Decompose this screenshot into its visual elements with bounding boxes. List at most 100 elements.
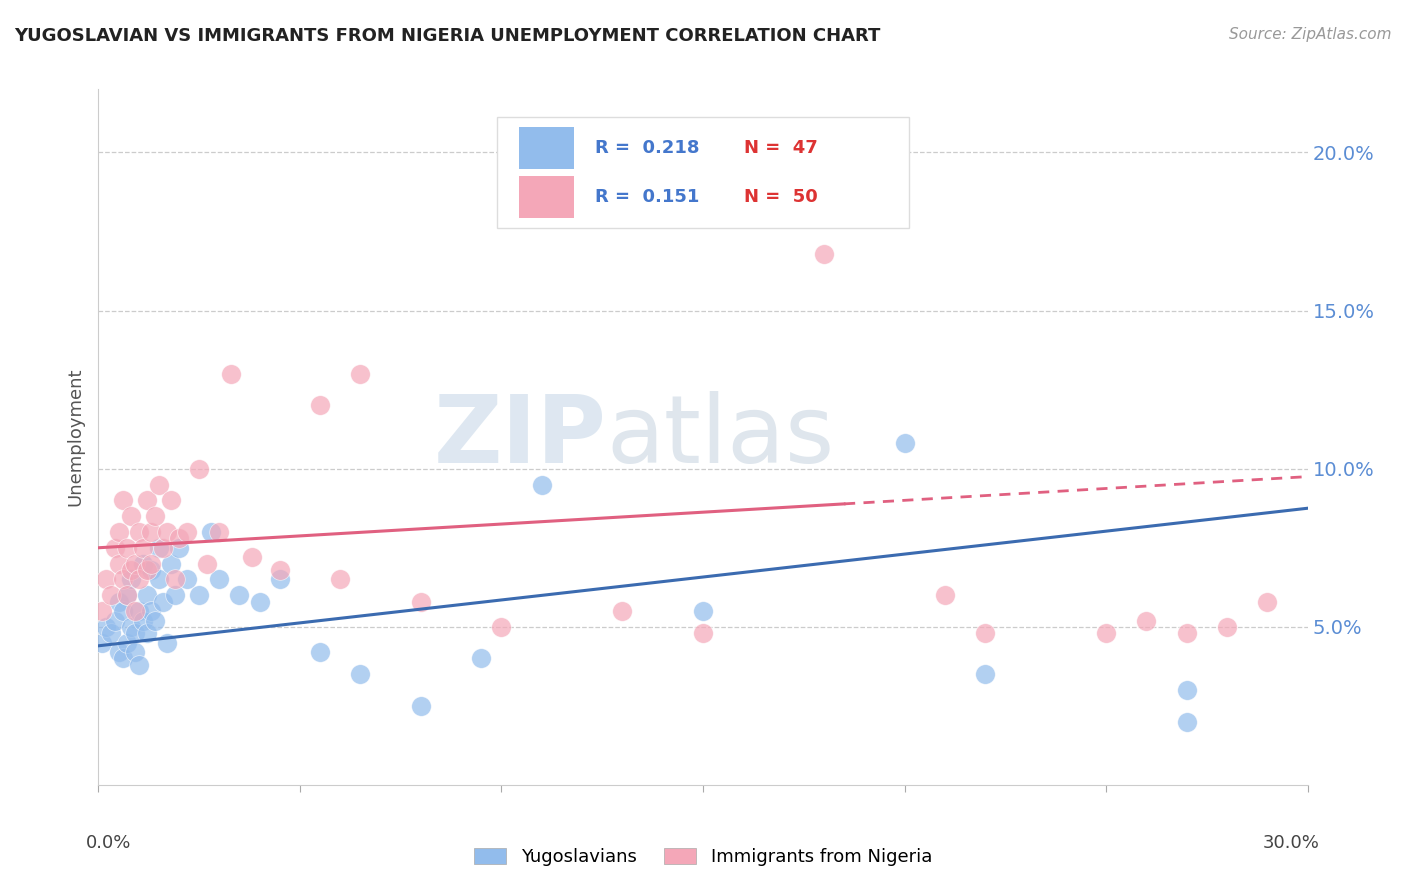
Point [100, 626, 122, 640]
Point [934, 588, 956, 602]
Point [139, 604, 162, 618]
Point [176, 573, 198, 587]
Point [813, 246, 835, 260]
Point [135, 563, 157, 577]
Point [188, 461, 211, 475]
Point [120, 573, 142, 587]
Point [1175, 626, 1198, 640]
Point [132, 541, 155, 555]
Point [107, 594, 129, 608]
Y-axis label: Unemployment: Unemployment [66, 368, 84, 507]
Point [409, 698, 432, 713]
Point [160, 493, 183, 508]
Point [107, 557, 129, 571]
Point [208, 573, 231, 587]
Point [148, 573, 170, 587]
Text: atlas: atlas [606, 391, 835, 483]
Point [1095, 626, 1118, 640]
Point [139, 557, 162, 571]
Legend: Yugoslavians, Immigrants from Nigeria: Yugoslavians, Immigrants from Nigeria [474, 848, 932, 866]
Point [195, 557, 218, 571]
Point [124, 645, 146, 659]
Point [128, 524, 150, 539]
Point [115, 635, 138, 649]
Point [160, 557, 183, 571]
Point [329, 573, 352, 587]
Point [200, 524, 222, 539]
Point [111, 651, 134, 665]
Point [221, 367, 243, 381]
FancyBboxPatch shape [498, 117, 908, 228]
Point [163, 588, 186, 602]
Text: 30.0%: 30.0% [1263, 834, 1320, 852]
Point [124, 604, 146, 618]
Point [128, 604, 150, 618]
Point [612, 604, 634, 618]
Point [249, 594, 271, 608]
Point [128, 573, 150, 587]
Point [470, 651, 492, 665]
Point [135, 626, 157, 640]
Point [135, 588, 157, 602]
Point [167, 541, 190, 555]
Point [143, 614, 166, 628]
Point [156, 524, 179, 539]
Point [115, 588, 138, 602]
Point [269, 563, 291, 577]
Point [1256, 594, 1278, 608]
Point [120, 563, 142, 577]
Point [120, 509, 142, 524]
Text: Source: ZipAtlas.com: Source: ZipAtlas.com [1229, 27, 1392, 42]
Point [148, 541, 170, 555]
Point [120, 620, 142, 634]
Point [349, 667, 371, 681]
Point [309, 399, 332, 413]
Point [100, 588, 122, 602]
Point [91, 604, 114, 618]
FancyBboxPatch shape [519, 128, 574, 169]
Text: N =  50: N = 50 [744, 188, 818, 206]
Point [115, 541, 138, 555]
Text: YUGOSLAVIAN VS IMMIGRANTS FROM NIGERIA UNEMPLOYMENT CORRELATION CHART: YUGOSLAVIAN VS IMMIGRANTS FROM NIGERIA U… [14, 27, 880, 45]
Text: R =  0.218: R = 0.218 [595, 139, 700, 157]
Text: R =  0.151: R = 0.151 [595, 188, 700, 206]
Point [139, 524, 162, 539]
Point [143, 509, 166, 524]
Point [132, 614, 155, 628]
Point [240, 550, 263, 565]
Point [152, 541, 174, 555]
Point [163, 573, 186, 587]
Point [111, 573, 134, 587]
Point [491, 620, 513, 634]
Point [530, 477, 553, 491]
Point [974, 626, 997, 640]
Point [111, 493, 134, 508]
Point [409, 594, 432, 608]
Point [96, 573, 118, 587]
Point [692, 626, 714, 640]
Point [188, 588, 211, 602]
Point [91, 635, 114, 649]
Point [128, 657, 150, 672]
Point [124, 626, 146, 640]
Point [107, 645, 129, 659]
Point [96, 620, 118, 634]
Point [107, 524, 129, 539]
Point [148, 477, 170, 491]
Point [208, 524, 231, 539]
Point [349, 367, 371, 381]
Text: ZIP: ZIP [433, 391, 606, 483]
Point [111, 604, 134, 618]
Point [156, 635, 179, 649]
Point [135, 493, 157, 508]
FancyBboxPatch shape [519, 177, 574, 218]
Point [309, 645, 332, 659]
Point [692, 604, 714, 618]
Point [893, 436, 915, 450]
Point [132, 557, 155, 571]
Point [115, 588, 138, 602]
Point [139, 563, 162, 577]
Point [1175, 714, 1198, 729]
Point [103, 541, 125, 555]
Text: N =  47: N = 47 [744, 139, 818, 157]
